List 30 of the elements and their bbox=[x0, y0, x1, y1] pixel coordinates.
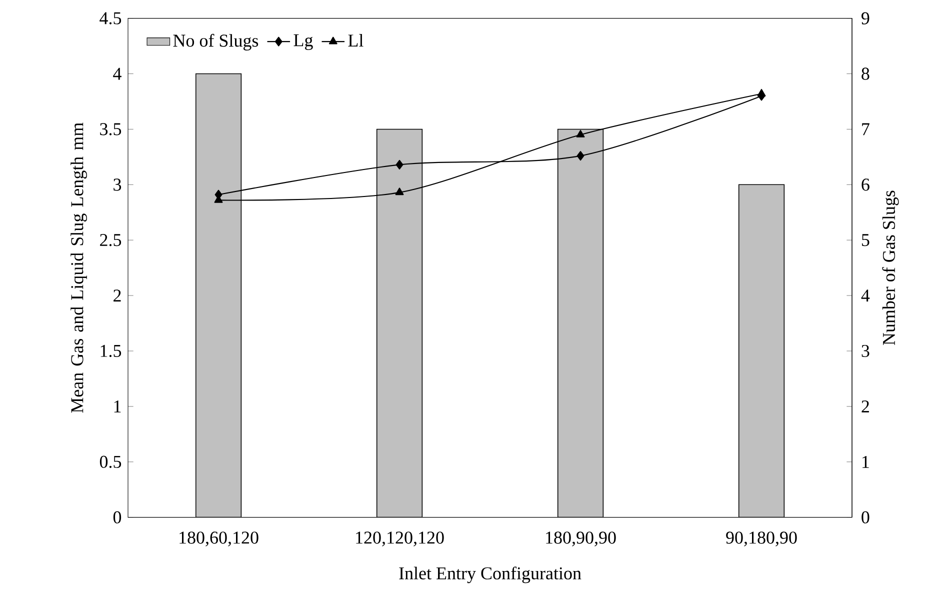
x-tick-label: 180,60,120 bbox=[180, 532, 258, 546]
y2-tick-label: 3 bbox=[862, 344, 870, 358]
y2-tick-label: 5 bbox=[862, 234, 870, 246]
y2-tick-label: 7 bbox=[862, 123, 870, 136]
y-tick-label: 4 bbox=[113, 68, 122, 80]
y2-tick-label: 6 bbox=[862, 178, 870, 191]
y-tick-label: 0.5 bbox=[100, 456, 122, 468]
x-tick-label: 180,90,90 bbox=[546, 532, 616, 546]
y-axis-title: Mean Gas and Liquid Slug Length mm bbox=[70, 122, 87, 413]
y2-tick-label: 9 bbox=[862, 12, 870, 24]
y-tick-label: 1 bbox=[114, 400, 121, 412]
y2-tick-label: 8 bbox=[862, 68, 870, 80]
y2-tick-label: 1 bbox=[862, 456, 869, 468]
legend-label: Lg bbox=[294, 34, 313, 50]
y-tick-label: 4.5 bbox=[100, 12, 122, 24]
y2-tick-label: 4 bbox=[861, 290, 870, 302]
y-tick-label: 2 bbox=[114, 290, 121, 302]
x-axis-title: Inlet Entry Configuration bbox=[399, 566, 582, 584]
y-tick-label: 3.5 bbox=[100, 123, 122, 136]
y-tick-label: 1.5 bbox=[100, 344, 122, 358]
y2-axis-title: Number of Gas Slugs bbox=[882, 190, 899, 346]
y-tick-label: 0 bbox=[113, 511, 122, 524]
legend-label: No of Slugs bbox=[173, 34, 258, 50]
y2-tick-label: 0 bbox=[862, 511, 870, 524]
y2-tick-label: 2 bbox=[862, 400, 869, 412]
x-tick-label: 90,180,90 bbox=[726, 532, 797, 546]
legend-label: Ll bbox=[348, 34, 364, 46]
y-tick-label: 2.5 bbox=[100, 234, 122, 246]
y-tick-label: 3 bbox=[114, 178, 122, 191]
x-tick-label: 120,120,120 bbox=[356, 532, 444, 546]
